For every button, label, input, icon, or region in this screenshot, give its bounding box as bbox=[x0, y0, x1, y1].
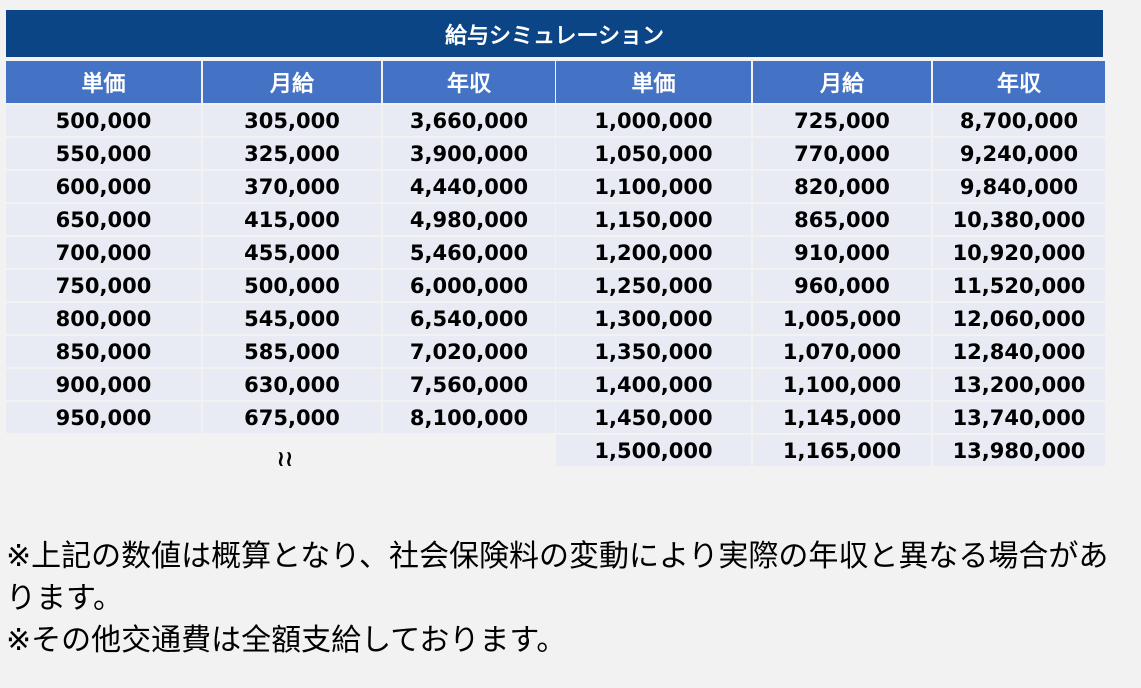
cell-annual-income: 13,980,000 bbox=[933, 435, 1105, 466]
cell-unit-price: 650,000 bbox=[6, 204, 201, 235]
cell-annual-income: 12,060,000 bbox=[933, 303, 1105, 334]
cell-monthly-salary: 770,000 bbox=[753, 138, 931, 169]
cell-unit-price: 900,000 bbox=[6, 369, 201, 400]
cell-monthly-salary: 500,000 bbox=[203, 270, 381, 301]
cell-annual-income: 9,240,000 bbox=[933, 138, 1105, 169]
table-row: 750,000 500,000 6,000,000 bbox=[6, 270, 555, 301]
cell-monthly-salary: 1,165,000 bbox=[753, 435, 931, 466]
header-annual-income: 年収 bbox=[933, 61, 1105, 103]
cell-monthly-salary: 960,000 bbox=[753, 270, 931, 301]
table-row: 1,300,000 1,005,000 12,060,000 bbox=[556, 303, 1105, 334]
cell-annual-income: 4,980,000 bbox=[383, 204, 555, 235]
cell-monthly-salary: 725,000 bbox=[753, 105, 931, 136]
cell-monthly-salary: 1,070,000 bbox=[753, 336, 931, 367]
cell-annual-income: 10,380,000 bbox=[933, 204, 1105, 235]
cell-annual-income: 6,000,000 bbox=[383, 270, 555, 301]
salary-table-left: 単価 月給 年収 500,000 305,000 3,660,000 550,000 3… bbox=[6, 61, 555, 435]
salary-table-right: 単価 月給 年収 1,000,000 725,000 8,700,000 1,050,… bbox=[556, 61, 1105, 468]
cell-annual-income: 12,840,000 bbox=[933, 336, 1105, 367]
cell-unit-price: 1,150,000 bbox=[556, 204, 751, 235]
cell-annual-income: 3,660,000 bbox=[383, 105, 555, 136]
cell-monthly-salary: 370,000 bbox=[203, 171, 381, 202]
cell-monthly-salary: 630,000 bbox=[203, 369, 381, 400]
cell-annual-income: 11,520,000 bbox=[933, 270, 1105, 301]
cell-annual-income: 3,900,000 bbox=[383, 138, 555, 169]
cell-monthly-salary: 325,000 bbox=[203, 138, 381, 169]
cell-annual-income: 8,700,000 bbox=[933, 105, 1105, 136]
cell-monthly-salary: 820,000 bbox=[753, 171, 931, 202]
cell-monthly-salary: 545,000 bbox=[203, 303, 381, 334]
cell-monthly-salary: 1,005,000 bbox=[753, 303, 931, 334]
cell-unit-price: 1,350,000 bbox=[556, 336, 751, 367]
table-row: 1,000,000 725,000 8,700,000 bbox=[556, 105, 1105, 136]
header-annual-income: 年収 bbox=[383, 61, 555, 103]
table-row: 1,400,000 1,100,000 13,200,000 bbox=[556, 369, 1105, 400]
continuation-mark: ≀≀ bbox=[276, 446, 294, 472]
cell-unit-price: 1,500,000 bbox=[556, 435, 751, 466]
table-body-left: 500,000 305,000 3,660,000 550,000 325,000 3,9… bbox=[6, 105, 555, 435]
cell-unit-price: 1,100,000 bbox=[556, 171, 751, 202]
table-row: 1,050,000 770,000 9,240,000 bbox=[556, 138, 1105, 169]
table-body-right: 1,000,000 725,000 8,700,000 1,050,000 770,00… bbox=[556, 105, 1105, 468]
table-row: 1,450,000 1,145,000 13,740,000 bbox=[556, 402, 1105, 433]
cell-unit-price: 1,300,000 bbox=[556, 303, 751, 334]
cell-monthly-salary: 865,000 bbox=[753, 204, 931, 235]
table-row: 1,150,000 865,000 10,380,000 bbox=[556, 204, 1105, 235]
table-row: 850,000 585,000 7,020,000 bbox=[6, 336, 555, 367]
cell-monthly-salary: 1,145,000 bbox=[753, 402, 931, 433]
table-row: 1,100,000 820,000 9,840,000 bbox=[556, 171, 1105, 202]
cell-unit-price: 1,050,000 bbox=[556, 138, 751, 169]
cell-annual-income: 7,560,000 bbox=[383, 369, 555, 400]
cell-unit-price: 1,000,000 bbox=[556, 105, 751, 136]
cell-monthly-salary: 910,000 bbox=[753, 237, 931, 268]
cell-unit-price: 1,200,000 bbox=[556, 237, 751, 268]
table-row: 1,250,000 960,000 11,520,000 bbox=[556, 270, 1105, 301]
table-row: 550,000 325,000 3,900,000 bbox=[6, 138, 555, 169]
cell-monthly-salary: 415,000 bbox=[203, 204, 381, 235]
cell-unit-price: 800,000 bbox=[6, 303, 201, 334]
cell-monthly-salary: 305,000 bbox=[203, 105, 381, 136]
header-unit-price: 単価 bbox=[6, 61, 201, 103]
note-line: ※上記の数値は概算となり、社会保険料の変動により実際の年収と異なる場合があります… bbox=[6, 539, 1109, 616]
cell-annual-income: 8,100,000 bbox=[383, 402, 555, 433]
cell-unit-price: 600,000 bbox=[6, 171, 201, 202]
note-line: ※その他交通費は全額支給しております。 bbox=[6, 623, 567, 658]
table-row: 1,200,000 910,000 10,920,000 bbox=[556, 237, 1105, 268]
cell-monthly-salary: 455,000 bbox=[203, 237, 381, 268]
cell-unit-price: 550,000 bbox=[6, 138, 201, 169]
table-row: 600,000 370,000 4,440,000 bbox=[6, 171, 555, 202]
table-row: 650,000 415,000 4,980,000 bbox=[6, 204, 555, 235]
header-unit-price: 単価 bbox=[556, 61, 751, 103]
cell-annual-income: 5,460,000 bbox=[383, 237, 555, 268]
cell-unit-price: 1,250,000 bbox=[556, 270, 751, 301]
cell-unit-price: 750,000 bbox=[6, 270, 201, 301]
cell-annual-income: 7,020,000 bbox=[383, 336, 555, 367]
cell-monthly-salary: 675,000 bbox=[203, 402, 381, 433]
cell-annual-income: 10,920,000 bbox=[933, 237, 1105, 268]
cell-unit-price: 1,400,000 bbox=[556, 369, 751, 400]
cell-unit-price: 1,450,000 bbox=[556, 402, 751, 433]
table-row: 900,000 630,000 7,560,000 bbox=[6, 369, 555, 400]
table-row: 700,000 455,000 5,460,000 bbox=[6, 237, 555, 268]
cell-unit-price: 700,000 bbox=[6, 237, 201, 268]
cell-annual-income: 13,200,000 bbox=[933, 369, 1105, 400]
cell-unit-price: 850,000 bbox=[6, 336, 201, 367]
table-row: 950,000 675,000 8,100,000 bbox=[6, 402, 555, 433]
table-row: 500,000 305,000 3,660,000 bbox=[6, 105, 555, 136]
header-monthly-salary: 月給 bbox=[203, 61, 381, 103]
cell-annual-income: 6,540,000 bbox=[383, 303, 555, 334]
notes: ※上記の数値は概算となり、社会保険料の変動により実際の年収と異なる場合があります… bbox=[6, 536, 1136, 662]
cell-unit-price: 950,000 bbox=[6, 402, 201, 433]
cell-annual-income: 13,740,000 bbox=[933, 402, 1105, 433]
table-row: 800,000 545,000 6,540,000 bbox=[6, 303, 555, 334]
cell-unit-price: 500,000 bbox=[6, 105, 201, 136]
header-monthly-salary: 月給 bbox=[753, 61, 931, 103]
cell-annual-income: 9,840,000 bbox=[933, 171, 1105, 202]
table-row: 1,500,000 1,165,000 13,980,000 bbox=[556, 435, 1105, 466]
cell-monthly-salary: 585,000 bbox=[203, 336, 381, 367]
cell-annual-income: 4,440,000 bbox=[383, 171, 555, 202]
cell-monthly-salary: 1,100,000 bbox=[753, 369, 931, 400]
table-title: 給与シミュレーション bbox=[6, 10, 1103, 57]
table-row: 1,350,000 1,070,000 12,840,000 bbox=[556, 336, 1105, 367]
